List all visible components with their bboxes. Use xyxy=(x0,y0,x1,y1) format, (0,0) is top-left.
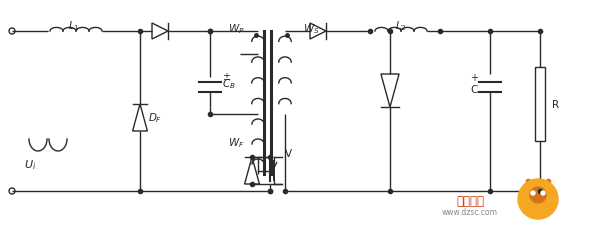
Text: $D_F$: $D_F$ xyxy=(148,111,162,124)
Text: $W_P$: $W_P$ xyxy=(228,22,245,36)
Bar xyxy=(535,68,545,141)
Text: www.dzsc.com: www.dzsc.com xyxy=(442,208,498,216)
Text: 维库一下: 维库一下 xyxy=(456,195,484,208)
Text: $W_S$: $W_S$ xyxy=(303,22,320,36)
Text: R: R xyxy=(552,99,559,110)
Text: $\pm$: $\pm$ xyxy=(222,70,231,81)
Text: $C_B$: $C_B$ xyxy=(222,77,236,90)
Text: C: C xyxy=(470,85,478,94)
Text: $U_i$: $U_i$ xyxy=(24,158,36,171)
Circle shape xyxy=(531,191,535,195)
Text: V: V xyxy=(285,148,292,158)
Text: $L_1$: $L_1$ xyxy=(68,19,80,33)
Circle shape xyxy=(518,179,558,219)
Text: +: + xyxy=(470,73,478,83)
Text: $L_2$: $L_2$ xyxy=(395,19,407,33)
Circle shape xyxy=(541,191,545,195)
Circle shape xyxy=(530,187,546,203)
Text: $W_F$: $W_F$ xyxy=(228,135,245,149)
